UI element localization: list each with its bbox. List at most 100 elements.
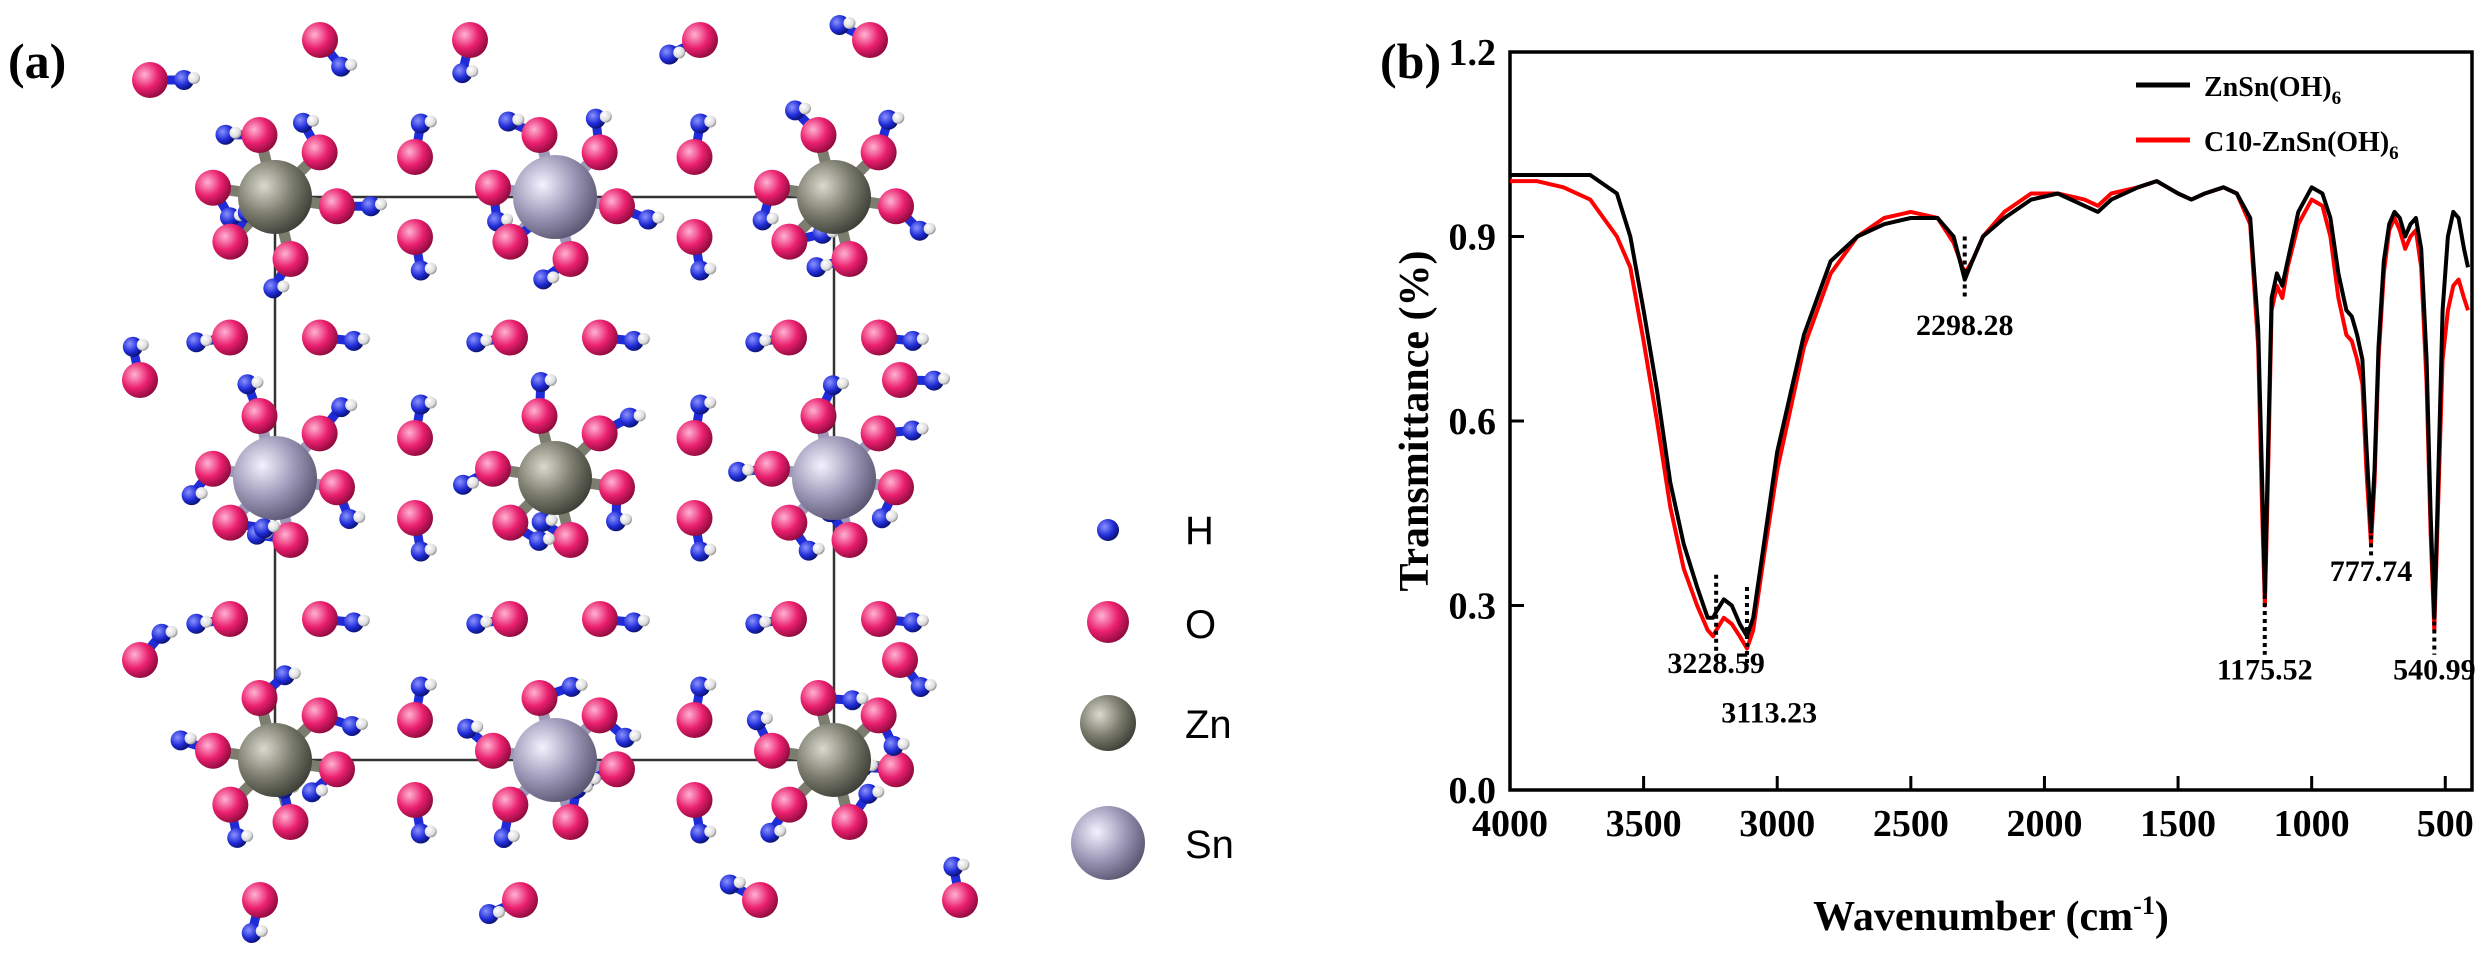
oxygen-atom	[302, 320, 338, 356]
oxygen-atom	[742, 882, 778, 918]
oxygen-legend-icon	[1087, 601, 1129, 643]
oxygen-atom	[397, 500, 433, 536]
hydrogen-highlight	[600, 111, 612, 123]
oxygen-atom	[195, 733, 231, 769]
hydrogen-highlight	[185, 732, 197, 744]
hydrogen-highlight	[353, 511, 365, 523]
oxygen-atom	[522, 680, 558, 716]
hydrogen-highlight	[917, 423, 929, 435]
y-tick-label: 0.0	[1449, 770, 1497, 812]
oxygen-atom	[302, 697, 338, 733]
oxygen-atom	[861, 697, 897, 733]
oxygen-atom	[319, 751, 355, 787]
oxygen-atom	[878, 188, 914, 224]
oxygen-atom	[677, 500, 713, 536]
peak-label: 3113.23	[1721, 696, 1817, 729]
oxygen-atom	[882, 362, 918, 398]
hydrogen-highlight	[576, 679, 588, 691]
tin-atom	[513, 155, 597, 239]
hydrogen-highlight	[898, 738, 910, 750]
hydrogen-highlight	[230, 127, 242, 139]
chart-legend: ZnSn(OH)6 C10-ZnSn(OH)6	[2136, 72, 2399, 164]
oxygen-atom	[754, 733, 790, 769]
legend-label-zn: Zn	[1185, 703, 1232, 747]
hydrogen-highlight	[277, 280, 289, 292]
oxygen-atom	[212, 601, 248, 637]
hydrogen-highlight	[638, 333, 650, 345]
oxygen-atom	[302, 415, 338, 451]
oxygen-atom	[122, 642, 158, 678]
oxygen-atom	[771, 505, 807, 541]
hydrogen-highlight	[673, 47, 685, 59]
oxygen-atom	[942, 882, 978, 918]
oxygen-atom	[582, 601, 618, 637]
legend-label-o: O	[1185, 603, 1216, 647]
oxygen-atom	[397, 219, 433, 255]
hydrogen-highlight	[345, 399, 357, 411]
hydrogen-highlight	[137, 339, 149, 351]
oxygen-atom	[599, 188, 635, 224]
oxygen-atom	[882, 642, 918, 678]
hydrogen-highlight	[767, 212, 779, 224]
hydrogen-highlight	[289, 667, 301, 679]
hydrogen-highlight	[466, 65, 478, 77]
peak-label: 1175.52	[2217, 653, 2313, 686]
y-tick-label: 0.3	[1449, 586, 1497, 628]
oxygen-atom	[553, 522, 589, 558]
hydrogen-highlight	[200, 616, 212, 628]
hydrogen-highlight	[345, 59, 357, 71]
oxygen-atom	[878, 751, 914, 787]
oxygen-atom	[492, 505, 528, 541]
hydrogen-highlight	[241, 830, 253, 842]
hydrogen-highlight	[358, 333, 370, 345]
x-tick-label: 1000	[2274, 803, 2350, 845]
hydrogen-highlight	[704, 678, 716, 690]
oxygen-atom	[682, 22, 718, 58]
crystal-structure-panel: (a) H O Zn Sn	[0, 0, 1300, 957]
oxygen-atom	[475, 170, 511, 206]
hydrogen-highlight	[316, 784, 328, 796]
oxygen-atom	[132, 62, 168, 98]
x-tick-label: 3000	[1739, 803, 1815, 845]
oxygen-atom	[492, 320, 528, 356]
oxygen-atom	[302, 22, 338, 58]
oxygen-atom	[273, 804, 309, 840]
plot-frame	[1510, 52, 2472, 790]
y-tick-label: 1.2	[1449, 32, 1497, 74]
oxygen-atom	[475, 733, 511, 769]
hydrogen-highlight	[704, 544, 716, 556]
hydrogen-highlight	[543, 533, 555, 545]
oxygen-atom	[302, 601, 338, 637]
oxygen-atom	[397, 782, 433, 818]
oxygen-atom	[397, 702, 433, 738]
oxygen-atom	[599, 751, 635, 787]
tin-legend-icon	[1071, 806, 1145, 880]
hydrogen-highlight	[938, 373, 950, 385]
zinc-legend-icon	[1080, 695, 1136, 751]
hydrogen-highlight	[545, 374, 557, 386]
hydrogen-highlight	[892, 112, 904, 124]
oxygen-atom	[195, 170, 231, 206]
hydrogen-highlight	[774, 825, 786, 837]
hydrogen-highlight	[188, 72, 200, 84]
oxygen-atom	[242, 680, 278, 716]
hydrogen-highlight	[375, 198, 387, 210]
x-axis-title: Wavenumber (cm-1)	[1813, 891, 2169, 940]
peak-label: 3228.59	[1667, 647, 1765, 680]
oxygen-atom	[319, 469, 355, 505]
peak-label: 777.74	[2330, 555, 2413, 588]
atom-legend: H O Zn Sn	[1071, 509, 1234, 880]
tin-atom	[513, 718, 597, 802]
oxygen-atom	[771, 320, 807, 356]
oxygen-atom	[861, 320, 897, 356]
hydrogen-highlight	[251, 376, 263, 388]
oxygen-atom	[397, 420, 433, 456]
hydrogen-highlight	[759, 616, 771, 628]
hydrogen-highlight	[425, 115, 437, 127]
oxygen-atom	[852, 22, 888, 58]
tin-atom	[233, 436, 317, 520]
y-tick-label: 0.9	[1449, 217, 1497, 259]
hydrogen-highlight	[957, 859, 969, 871]
oxygen-atom	[242, 398, 278, 434]
